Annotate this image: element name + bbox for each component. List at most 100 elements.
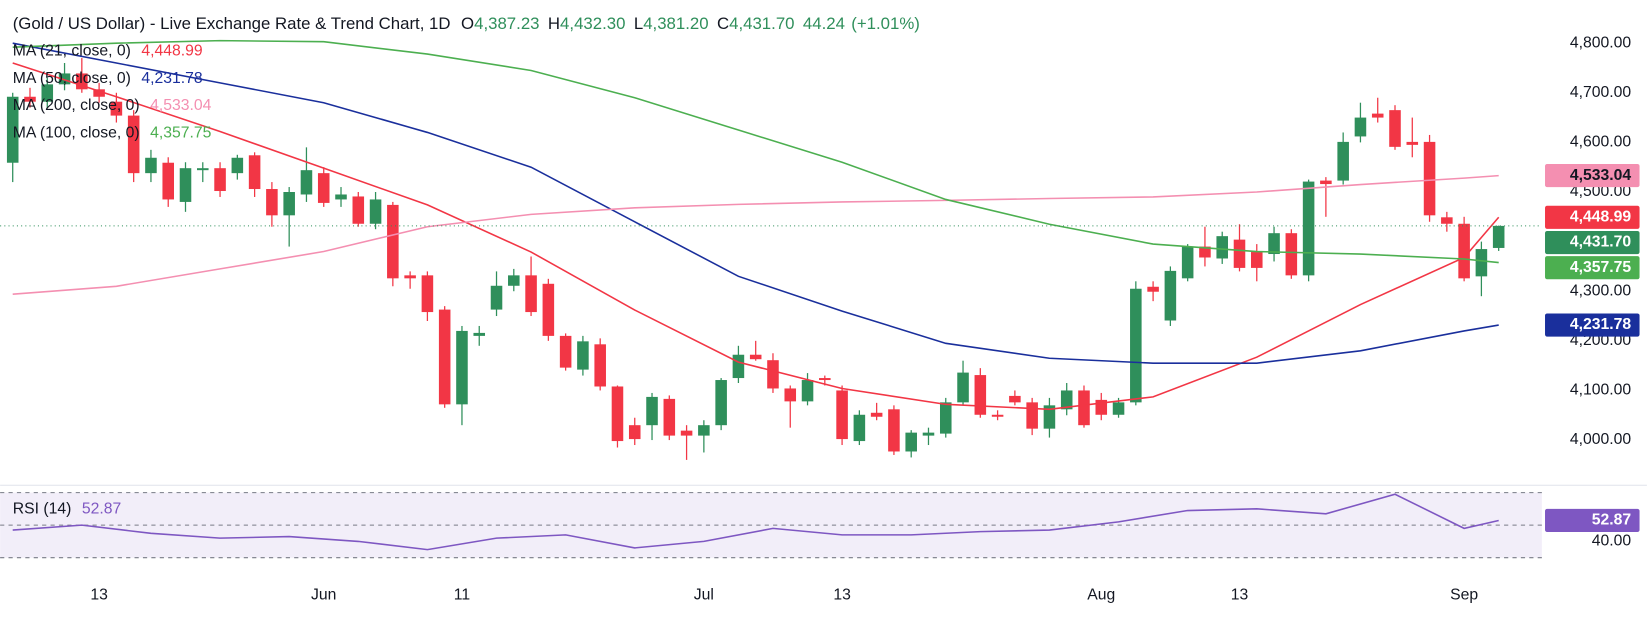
candle-body bbox=[905, 432, 917, 452]
candle-body bbox=[663, 398, 676, 436]
price-badge-label: 4,231.78 bbox=[1570, 316, 1632, 333]
candle-body bbox=[1130, 288, 1142, 403]
candle-body bbox=[248, 155, 261, 190]
x-tick-label: Jun bbox=[311, 587, 336, 604]
x-tick-label: 13 bbox=[1231, 587, 1249, 604]
x-tick-label: 13 bbox=[90, 587, 108, 604]
candle-body bbox=[473, 332, 486, 336]
candle-body bbox=[1199, 246, 1211, 258]
candle-body bbox=[1268, 233, 1280, 255]
candle-body bbox=[438, 309, 451, 405]
legend-entry: MA (21, close, 0) 4,448.99 bbox=[13, 43, 203, 60]
ohlc-value: 4,432.30 bbox=[560, 15, 625, 34]
y-tick-label: 4,000.00 bbox=[1570, 431, 1632, 448]
candle-body bbox=[1337, 141, 1349, 181]
candle-body bbox=[611, 386, 624, 442]
y-tick-label: 4,700.00 bbox=[1570, 84, 1632, 101]
x-tick-label: Sep bbox=[1450, 587, 1478, 604]
legend-name: MA (100, close, 0) bbox=[13, 125, 140, 142]
candle-body bbox=[1475, 249, 1488, 277]
candle-body bbox=[110, 101, 123, 116]
legend-value: 4,231.78 bbox=[141, 70, 203, 87]
candle-body bbox=[974, 375, 987, 415]
candle-body bbox=[283, 192, 295, 216]
ohlc-label: C bbox=[717, 15, 729, 34]
ma-line bbox=[12, 174, 1499, 295]
ma-line bbox=[12, 39, 1499, 264]
legend-name: MA (21, close, 0) bbox=[13, 43, 131, 60]
candle-body bbox=[922, 432, 935, 436]
candle-body bbox=[421, 275, 434, 313]
candle-body bbox=[369, 199, 382, 224]
rsi-line bbox=[12, 493, 1499, 551]
candle-body bbox=[939, 402, 952, 434]
candle-body bbox=[1423, 141, 1436, 216]
candle-body bbox=[352, 196, 365, 224]
candle-body bbox=[1492, 225, 1505, 248]
rsi-tick-label: 40.00 bbox=[1592, 533, 1632, 550]
candle-body bbox=[127, 115, 140, 174]
candle-body bbox=[1371, 113, 1384, 118]
legend-name: MA (200, close, 0) bbox=[13, 97, 140, 114]
candle-body bbox=[93, 89, 105, 97]
price-badge-label: 4,448.99 bbox=[1570, 208, 1632, 225]
candle-body bbox=[1302, 181, 1315, 276]
candle-body bbox=[387, 204, 399, 279]
candle-body bbox=[41, 84, 54, 102]
candle-body bbox=[628, 425, 641, 440]
ohlc-value: 4,387.23 bbox=[474, 15, 539, 34]
ma-line bbox=[12, 62, 1500, 411]
price-badge bbox=[1545, 164, 1640, 188]
candle-body bbox=[508, 275, 520, 286]
candle-body bbox=[1181, 246, 1194, 279]
header: (Gold / US Dollar) - Live Exchange Rate … bbox=[13, 15, 920, 34]
x-tick-label: 11 bbox=[454, 587, 470, 604]
x-tick-label: Jul bbox=[694, 587, 714, 604]
candle-body bbox=[1354, 117, 1367, 137]
candle-body bbox=[1406, 141, 1419, 145]
y-tick-label: 4,800.00 bbox=[1570, 34, 1632, 51]
candle-body bbox=[870, 412, 883, 417]
candle-body bbox=[1458, 223, 1470, 279]
candle-body bbox=[197, 168, 209, 171]
candle-body bbox=[1285, 233, 1298, 276]
price-badge bbox=[1545, 256, 1640, 280]
y-tick-label: 4,300.00 bbox=[1570, 282, 1632, 299]
candle-body bbox=[577, 341, 589, 370]
y-tick-label: 4,100.00 bbox=[1570, 382, 1632, 399]
candle-body bbox=[698, 425, 710, 436]
legend-entry: MA (200, close, 0) 4,533.04 bbox=[13, 97, 212, 114]
candle-body bbox=[1216, 236, 1228, 259]
candle-body bbox=[58, 73, 71, 85]
ohlc-value: 4,381.20 bbox=[643, 15, 708, 34]
legend-entry: MA (100, close, 0) 4,357.75 bbox=[13, 125, 212, 142]
candle-body bbox=[646, 396, 658, 426]
legend-name: MA (50, close, 0) bbox=[13, 70, 131, 87]
ohlc-label: H bbox=[548, 15, 560, 34]
candle-body bbox=[317, 173, 330, 203]
candle-body bbox=[6, 96, 19, 163]
candle-body bbox=[1441, 217, 1453, 224]
candle-body bbox=[214, 168, 226, 192]
candle-body bbox=[1233, 239, 1246, 268]
price-badge-label: 4,431.70 bbox=[1570, 234, 1632, 251]
price-badge-label: 4,533.04 bbox=[1570, 167, 1632, 184]
candle-body bbox=[24, 96, 36, 102]
candle-body bbox=[784, 388, 797, 402]
change-pct: (+1.01%) bbox=[851, 15, 920, 34]
price-badge bbox=[1545, 313, 1640, 337]
candle-body bbox=[1026, 402, 1038, 429]
candle-body bbox=[767, 360, 779, 389]
ohlc-label: L bbox=[634, 15, 643, 34]
candle-body bbox=[145, 157, 157, 174]
candle-body bbox=[991, 414, 1004, 417]
candle-body bbox=[525, 275, 537, 313]
candle-body bbox=[888, 409, 900, 452]
price-badge-label: 4,357.75 bbox=[1570, 259, 1632, 276]
candle-body bbox=[801, 380, 814, 402]
candle-body bbox=[680, 430, 693, 436]
y-tick-label: 4,500.00 bbox=[1570, 183, 1632, 200]
x-tick-label: 13 bbox=[833, 587, 851, 604]
y-tick-label: 4,600.00 bbox=[1570, 134, 1632, 151]
